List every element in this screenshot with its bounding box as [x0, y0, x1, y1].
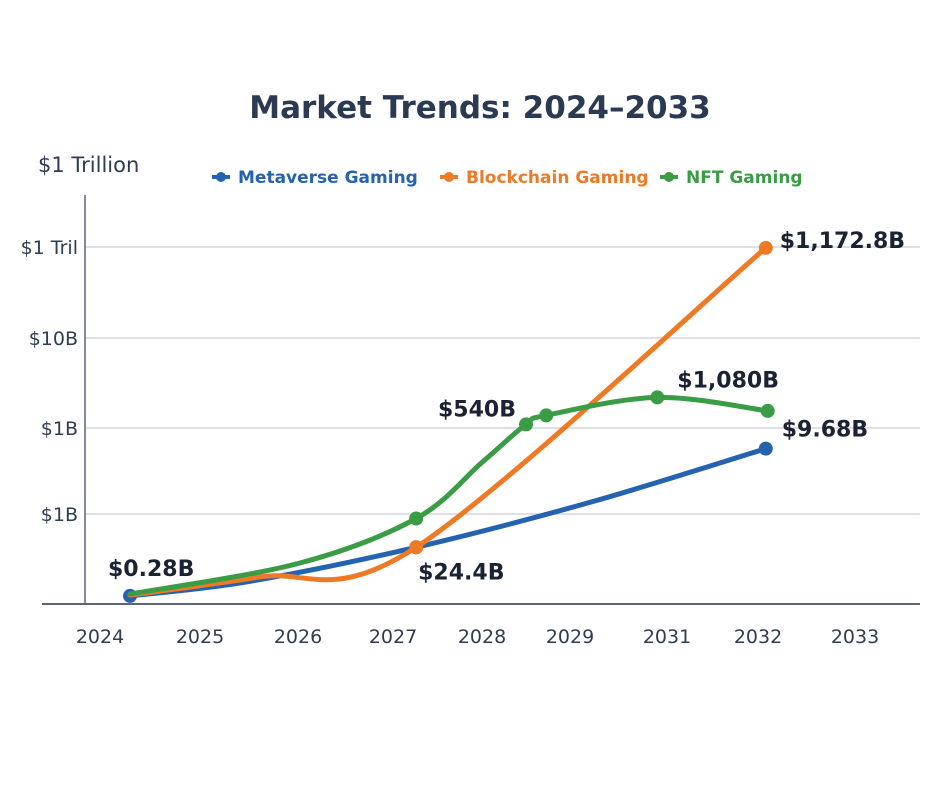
- legend: Metaverse Gaming Blockchain Gaming NFT Gam…: [212, 168, 803, 188]
- data-label: $9.68B: [782, 418, 868, 443]
- data-point: [758, 441, 773, 456]
- data-point: [539, 408, 554, 423]
- chart-title: Market Trends: 2024–2033: [249, 90, 711, 126]
- legend-entry: NFT Gaming: [686, 168, 803, 188]
- series-line: [127, 245, 769, 598]
- data-point: [650, 390, 665, 405]
- x-tick-label: 2025: [176, 626, 224, 648]
- y-tick-label: $1 Tril: [21, 237, 78, 259]
- data-label: $24.4B: [418, 560, 504, 585]
- data-label: $0.28B: [108, 557, 194, 582]
- data-label: $1,080B: [677, 368, 779, 393]
- data-point: [758, 240, 773, 255]
- y-axis-label: $1 Trillion: [38, 153, 139, 177]
- legend-entry: Metaverse Gaming: [238, 168, 418, 188]
- legend-entry: Blockchain Gaming: [466, 168, 649, 188]
- y-tick-label: $1B: [41, 504, 78, 526]
- data-label: $540B: [438, 397, 516, 422]
- y-tick-label: $10B: [29, 328, 78, 350]
- x-tick-label: 2029: [546, 626, 594, 648]
- x-tick-label: 2028: [458, 626, 506, 648]
- data-label: $1,172.8B: [780, 229, 905, 254]
- legend-marker-dot: [216, 172, 226, 182]
- x-tick-label: 2024: [76, 626, 124, 648]
- x-tick-label: 2033: [831, 626, 879, 648]
- series-blockchain-gaming: [127, 240, 773, 598]
- data-point: [409, 511, 424, 526]
- legend-marker-dot: [444, 172, 454, 182]
- series-nft-gaming: [127, 390, 775, 597]
- legend-marker-dot: [664, 172, 674, 182]
- x-tick-label: 2026: [274, 626, 322, 648]
- y-tick-label: $1B: [41, 418, 78, 440]
- data-point: [409, 540, 424, 555]
- x-tick-label: 2031: [643, 626, 691, 648]
- x-tick-label: 2027: [369, 626, 417, 648]
- data-point: [760, 403, 775, 418]
- data-point: [519, 417, 533, 432]
- x-tick-label: 2032: [734, 626, 782, 648]
